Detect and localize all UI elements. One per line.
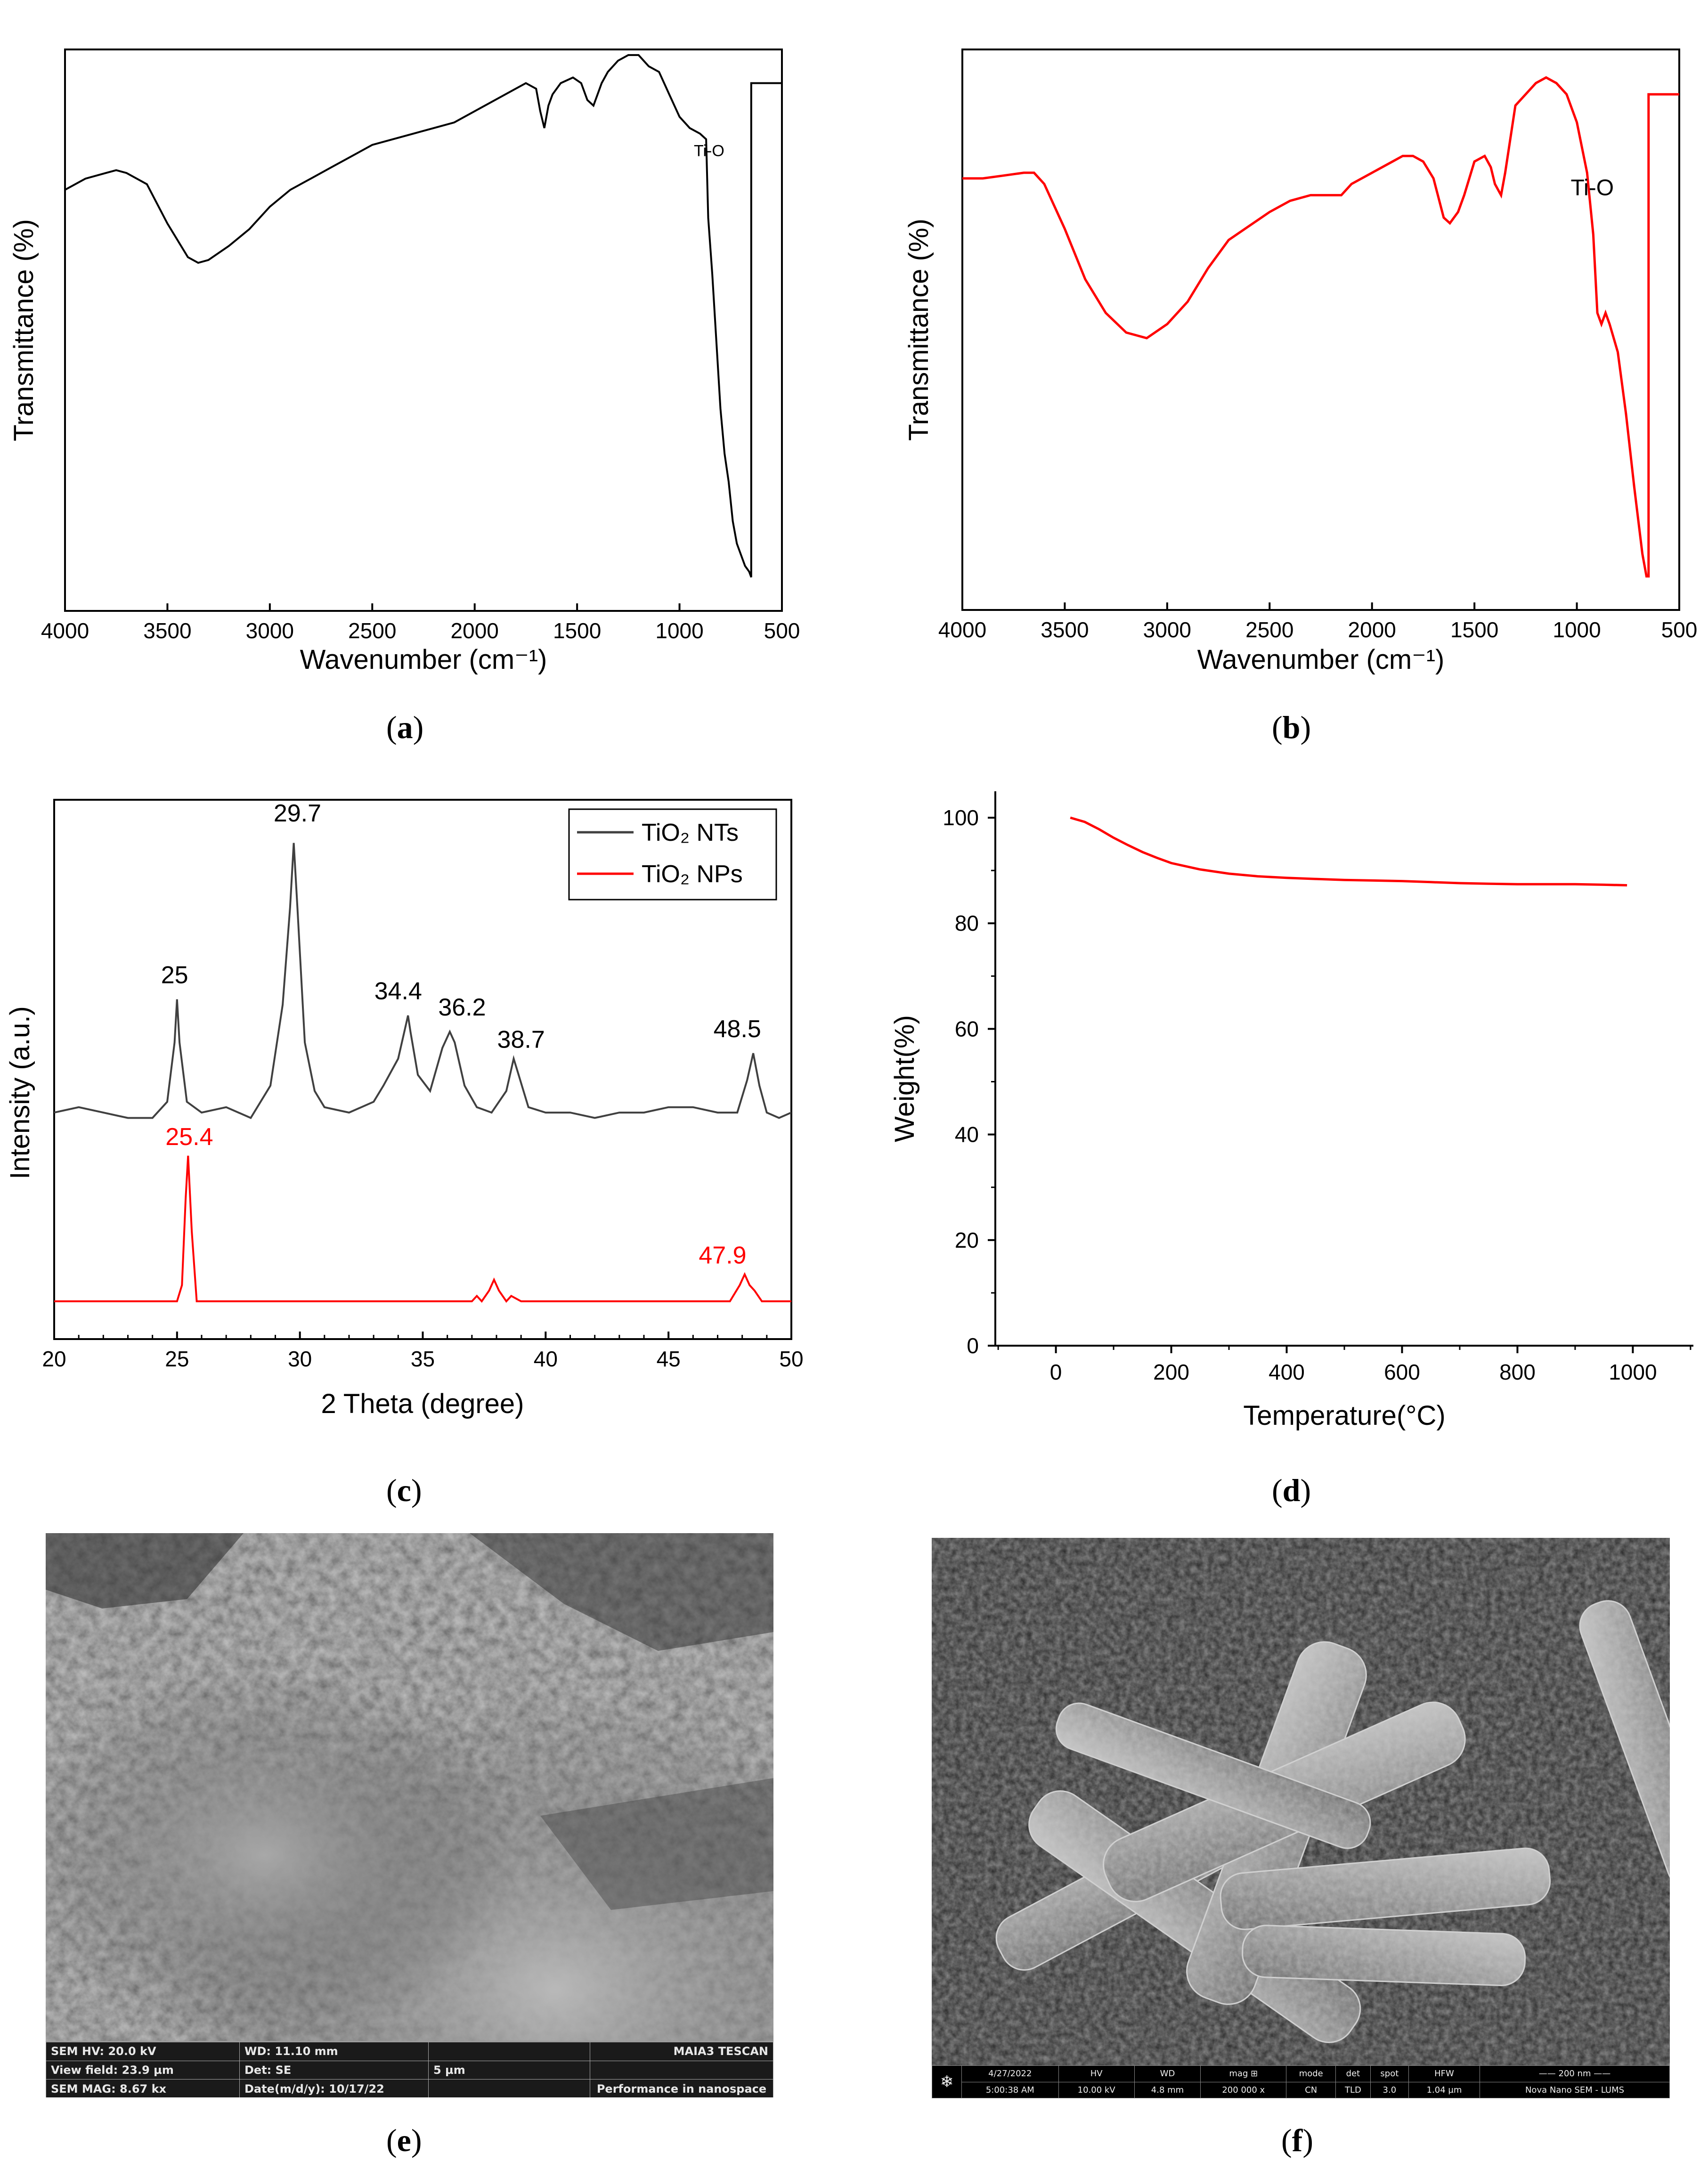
series-line-tio2-nts — [54, 843, 792, 1120]
sem-tagline: Performance in nanospace — [590, 2079, 773, 2097]
x-tick-label: 400 — [1269, 1360, 1305, 1384]
x-tick-label: 1500 — [553, 618, 601, 643]
ftir-chart-b: 4000 3500 3000 2500 2000 1500 1000 500 Ti-O Wav… — [903, 49, 1698, 675]
ti-o-annotation: Ti-O — [694, 142, 724, 160]
sem-image-f: ❄ 4/27/2022 HV WD mag ⊞ mode det spot HF… — [932, 1538, 1670, 2098]
sem-scale: 5 µm — [428, 2060, 590, 2080]
sem-info-bar: ❄ 4/27/2022 HV WD mag ⊞ mode det spot HF… — [932, 2065, 1670, 2098]
x-tick-label: 3000 — [1143, 617, 1191, 642]
y-axis-label: Transmittance (%) — [8, 219, 39, 441]
y-tick-label: 0 — [967, 1333, 979, 1358]
x-axis-label: 2 Theta (degree) — [321, 1389, 524, 1419]
x-tick-label: 25 — [165, 1347, 189, 1371]
sem-det: Det: SE — [239, 2060, 429, 2080]
x-tick-label: 4000 — [41, 618, 89, 643]
sem-info-bar: SEM HV: 20.0 kV WD: 11.10 mm MAIA3 TESCA… — [46, 2041, 773, 2097]
caption-a: (a) — [386, 709, 424, 745]
x-tick-label: 1000 — [1553, 617, 1601, 642]
x-tick-label: 200 — [1153, 1360, 1189, 1384]
x-tick-label: 1000 — [1609, 1360, 1657, 1384]
x-tick-label: 2500 — [1245, 617, 1293, 642]
peak-label: 36.2 — [438, 994, 486, 1021]
x-axis-ticks: 4000 3500 3000 2500 2000 1500 1000 500 — [938, 602, 1698, 642]
xrd-chart-c: 20 25 30 35 40 45 50 25 29.7 34.4 36.2 38.7 48.5 25.… — [5, 799, 804, 1419]
y-axis-label: Intensity (a.u.) — [5, 1006, 35, 1179]
x-tick-label: 1500 — [1450, 617, 1498, 642]
y-tick-label: 100 — [943, 805, 979, 830]
y-axis-label: Weight(%) — [889, 1015, 920, 1142]
sem-wd: WD: 11.10 mm — [239, 2042, 429, 2061]
x-axis-label: Temperature(°C) — [1243, 1400, 1445, 1431]
caption-c: (c) — [386, 1472, 422, 1508]
ftir-series-line — [962, 76, 1679, 578]
y-axis-label: Transmittance (%) — [903, 219, 934, 441]
sem-mag: SEM MAG: 8.67 kx — [46, 2079, 240, 2097]
x-tick-label: 2500 — [348, 618, 396, 643]
peak-label: 38.7 — [497, 1026, 545, 1054]
caption-d: (d) — [1272, 1472, 1311, 1508]
sem-nanotubes — [932, 1538, 1670, 2065]
x-axis-ticks: 20 25 30 35 40 45 50 — [42, 1332, 804, 1371]
plot-frame — [64, 49, 783, 612]
x-axis-ticks: 4000 3500 3000 2500 2000 1500 1000 500 — [41, 603, 800, 643]
x-tick-label: 30 — [288, 1347, 312, 1371]
caption-e: (e) — [386, 2122, 422, 2158]
x-tick-label: 3500 — [143, 618, 191, 643]
x-tick-label: 4000 — [938, 617, 986, 642]
sem-scale: —— 200 nm —— — [1480, 2065, 1670, 2082]
y-tick-label: 20 — [955, 1228, 979, 1252]
x-tick-label: 20 — [42, 1347, 66, 1371]
x-tick-label: 2000 — [1348, 617, 1396, 642]
ftir-series-line — [65, 54, 782, 578]
snowflake-icon: ❄ — [932, 2065, 962, 2098]
x-tick-label: 500 — [1661, 617, 1698, 642]
axis-ticks: 0 200 400 600 800 1000 0 20 40 60 80 100 — [943, 805, 1692, 1384]
x-tick-label: 35 — [411, 1347, 435, 1371]
peak-label: 47.9 — [699, 1242, 746, 1269]
sem-hv: SEM HV: 20.0 kV — [46, 2042, 240, 2061]
legend: TiO₂ NTs TiO₂ NPs — [568, 808, 777, 901]
sem-texture — [46, 1533, 773, 2070]
peak-label: 29.7 — [274, 800, 321, 827]
weight-loss-line — [1070, 816, 1627, 886]
y-tick-label: 80 — [955, 911, 979, 935]
sem-brand: MAIA3 TESCAN — [590, 2042, 773, 2061]
y-tick-label: 40 — [955, 1122, 979, 1147]
plot-frame — [961, 49, 1680, 611]
x-axis-label: Wavenumber (cm⁻¹) — [1197, 644, 1445, 675]
series-line-tio2-nps — [54, 1155, 791, 1303]
caption-b: (b) — [1272, 709, 1311, 745]
sem-time: 5:00:38 AM — [961, 2081, 1059, 2098]
x-tick-label: 45 — [657, 1347, 681, 1371]
peak-label: 48.5 — [714, 1015, 761, 1043]
x-tick-label: 3500 — [1041, 617, 1089, 642]
sem-date: 4/27/2022 — [961, 2065, 1059, 2082]
x-tick-label: 3000 — [246, 618, 294, 643]
x-tick-label: 40 — [534, 1347, 558, 1371]
peak-label: 25 — [161, 961, 188, 989]
legend-entry-tio2-nts: TiO₂ NTs — [642, 819, 739, 846]
ftir-chart-a: 4000 3500 3000 2500 2000 1500 1000 500 Ti-O Wav… — [8, 49, 800, 675]
x-tick-label: 1000 — [655, 618, 703, 643]
sem-instrument: Nova Nano SEM - LUMS — [1480, 2081, 1670, 2098]
x-tick-label: 2000 — [451, 618, 499, 643]
peak-label: 34.4 — [374, 978, 422, 1005]
caption-f: (f) — [1281, 2122, 1313, 2158]
legend-entry-tio2-nps: TiO₂ NPs — [642, 861, 743, 888]
x-tick-label: 0 — [1050, 1360, 1062, 1384]
sem-date: Date(m/d/y): 10/17/22 — [239, 2079, 429, 2097]
y-tick-label: 60 — [955, 1016, 979, 1041]
x-tick-label: 500 — [764, 618, 800, 643]
x-tick-label: 50 — [779, 1347, 803, 1371]
sem-image-e: SEM HV: 20.0 kV WD: 11.10 mm MAIA3 TESCA… — [46, 1533, 773, 2097]
ti-o-annotation: Ti-O — [1571, 175, 1614, 200]
x-tick-label: 600 — [1384, 1360, 1420, 1384]
sem-view-field: View field: 23.9 µm — [46, 2060, 240, 2080]
x-axis-label: Wavenumber (cm⁻¹) — [300, 644, 547, 675]
x-tick-label: 800 — [1499, 1360, 1536, 1384]
peak-labels: 25 29.7 34.4 36.2 38.7 48.5 25.4 47.9 — [161, 800, 761, 1269]
peak-label: 25.4 — [165, 1123, 213, 1151]
tga-chart-d: 0 200 400 600 800 1000 0 20 40 60 80 100 Temperatur… — [889, 791, 1693, 1431]
